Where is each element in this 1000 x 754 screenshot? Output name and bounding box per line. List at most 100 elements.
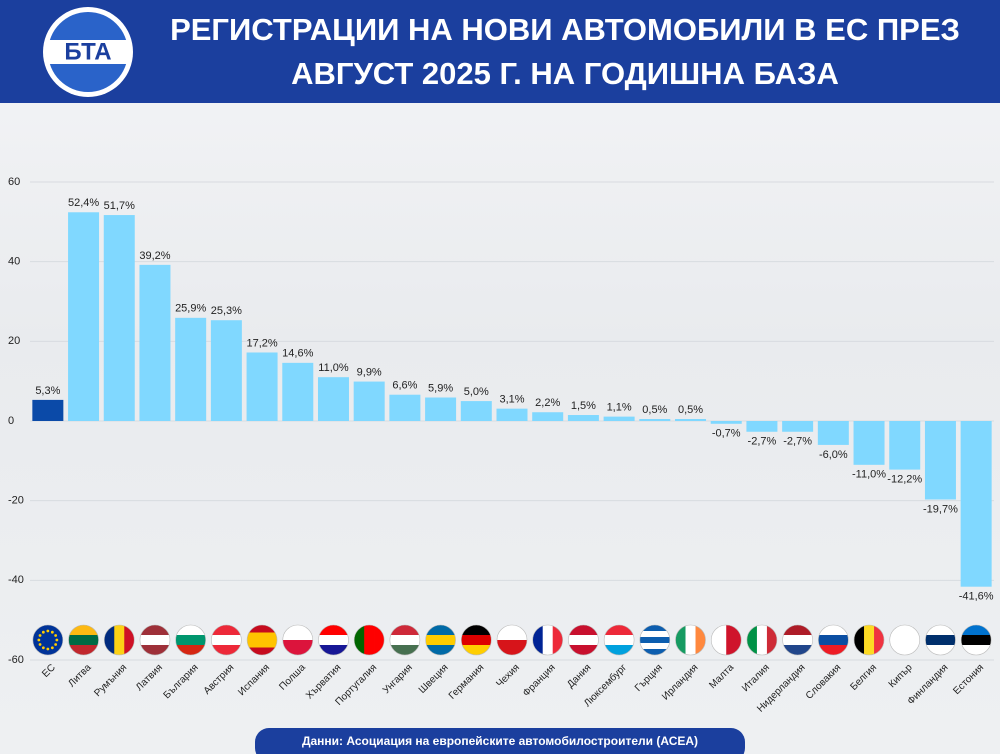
- flag-stripe: [961, 645, 992, 655]
- flag: [925, 625, 956, 655]
- flag-edge: [532, 624, 564, 656]
- flag-stripe: [532, 625, 544, 655]
- flag-stripe: [247, 647, 278, 655]
- flag-stripe: [756, 625, 768, 655]
- x-tick-label: Франция: [521, 662, 558, 699]
- flag: [389, 625, 420, 655]
- bar: [103, 215, 135, 421]
- flag: [282, 625, 313, 655]
- flag-edge: [639, 624, 671, 656]
- value-label: -12,2%: [887, 474, 922, 486]
- flag-stripe: [639, 637, 670, 644]
- bar: [425, 397, 457, 421]
- chart-title: РЕГИСТРАЦИИ НА НОВИ АВТОМОБИЛИ В ЕС ПРЕЗ…: [170, 12, 960, 91]
- flag-stripe: [389, 625, 420, 636]
- x-tick-label: Испания: [236, 662, 272, 698]
- flag-star: [46, 629, 50, 633]
- flag-stripe: [247, 632, 278, 641]
- flag-stripe: [282, 640, 313, 655]
- x-tick-label: Ирландия: [660, 662, 700, 702]
- flag-edge: [925, 624, 956, 656]
- value-label: -2,7%: [783, 436, 812, 448]
- bar: [532, 412, 564, 421]
- flag-edge: [139, 624, 171, 656]
- x-tick-label: Германия: [447, 662, 486, 701]
- source: Данни: Асоциация на европейските автомоб…: [302, 734, 698, 748]
- bar: [817, 421, 849, 445]
- value-label: 1,1%: [607, 402, 632, 414]
- flag: [568, 625, 599, 655]
- flag-stripe: [497, 640, 527, 655]
- source-box: [255, 728, 745, 754]
- flag-stripe: [818, 625, 849, 636]
- x-tick-label: Полша: [277, 662, 308, 693]
- flag-stripe: [639, 643, 670, 650]
- flag: [425, 625, 456, 655]
- flag-stripe: [818, 645, 849, 655]
- x-tick-label: България: [162, 662, 201, 701]
- flag-edge: [211, 624, 242, 656]
- x-tick-label: Австрия: [202, 662, 237, 697]
- bar: [960, 421, 992, 587]
- flag: [68, 625, 99, 655]
- bar: [317, 377, 349, 421]
- flag-stripe: [675, 625, 686, 655]
- flag-edge: [68, 624, 99, 656]
- bar: [139, 264, 171, 421]
- flag-stripe: [695, 625, 706, 655]
- value-label: 25,3%: [211, 305, 242, 317]
- flag-edge: [496, 624, 528, 656]
- flag-stripe: [139, 625, 170, 636]
- y-tick-label: 0: [8, 415, 14, 427]
- flag-edge: [853, 624, 885, 656]
- flag-stripe: [552, 625, 563, 655]
- flag: [175, 625, 206, 655]
- flag-stripe: [354, 625, 365, 655]
- flag-stripe: [68, 645, 99, 655]
- flag-edge: [710, 624, 742, 656]
- y-tick-label: -20: [8, 495, 24, 507]
- header: РЕГИСТРАЦИИ НА НОВИ АВТОМОБИЛИ В ЕС ПРЕЗ…: [0, 0, 1000, 103]
- bar: [853, 421, 885, 465]
- x-tick-label: ЕС: [40, 662, 58, 680]
- bar: [68, 212, 100, 421]
- bar: [924, 421, 956, 500]
- flag-stripe: [766, 625, 777, 655]
- flag-stripe: [175, 635, 206, 646]
- value-label: 39,2%: [139, 250, 170, 262]
- flag: [461, 625, 492, 655]
- flag-stripe: [782, 645, 813, 655]
- value-label: 5,0%: [464, 386, 489, 398]
- flag-edge: [318, 624, 349, 656]
- flag: [782, 625, 813, 655]
- flag-stripe: [604, 645, 635, 655]
- flag-star: [55, 638, 59, 642]
- bar: [389, 394, 421, 421]
- flag-edge: [389, 624, 421, 656]
- y-tick-label: -60: [8, 654, 24, 666]
- flag-stripe: [726, 625, 742, 655]
- flag-stripe: [874, 625, 885, 655]
- flag-edge: [675, 624, 706, 656]
- bar: [675, 419, 707, 421]
- flag-stripe: [461, 635, 492, 646]
- flag-stripe: [318, 625, 349, 636]
- flag-stripe: [961, 635, 992, 646]
- value-label: 1,5%: [571, 400, 596, 412]
- value-label: 11,0%: [318, 362, 349, 374]
- flag-stripe: [247, 640, 278, 648]
- flag: [104, 625, 135, 655]
- value-label: -2,7%: [748, 436, 777, 448]
- flag-edge: [960, 624, 992, 656]
- value-label: 5,3%: [35, 385, 60, 397]
- value-label: 14,6%: [282, 348, 313, 360]
- flag-stripe: [497, 625, 527, 641]
- x-tick-label: Кипър: [887, 662, 915, 690]
- x-tick-label: Словакия: [804, 662, 844, 702]
- flag: [247, 625, 278, 655]
- flag-stripe: [685, 625, 696, 655]
- flag-stripe: [639, 649, 670, 655]
- flag-stripe: [461, 645, 492, 655]
- flag-stripe: [175, 625, 206, 636]
